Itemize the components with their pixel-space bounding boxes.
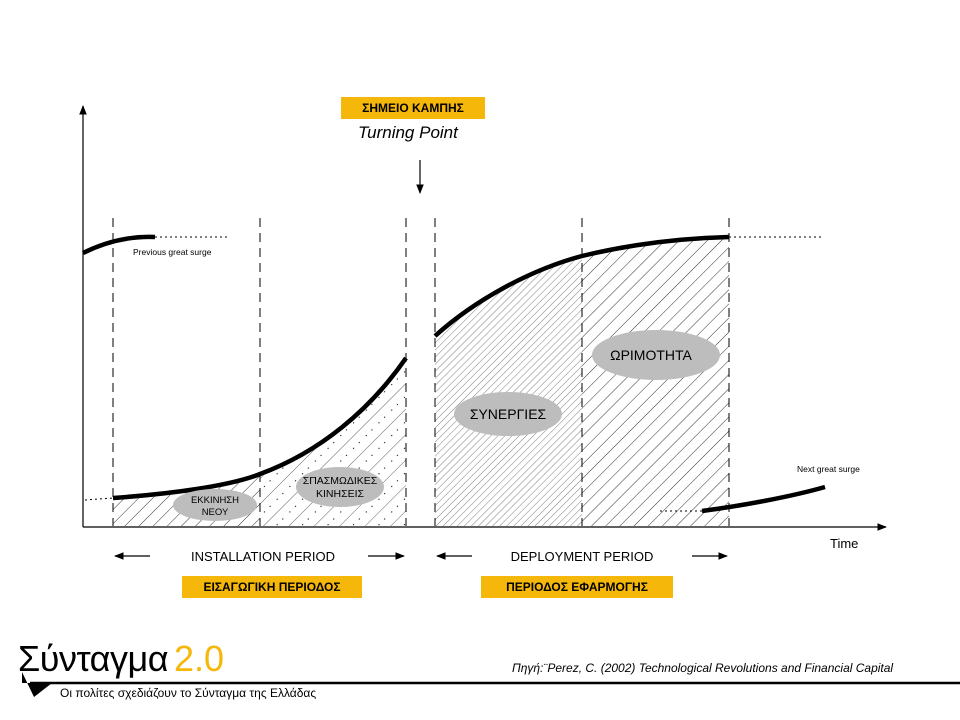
brand-bubble-tail	[22, 672, 52, 697]
irruption-ellipse	[173, 489, 257, 521]
next-surge-curve	[701, 484, 826, 514]
synergy-label: ΣΥΝΕΡΓΙΕΣ	[470, 406, 547, 422]
maturity-ellipse	[592, 330, 720, 380]
frenzy-label-1: ΣΠΑΣΜΩΔΙΚΕΣ	[303, 475, 378, 487]
synergy-ellipse	[454, 392, 562, 436]
synergy-area	[435, 256, 582, 526]
deployment-period-greek-label: ΠΕΡΙΟΔΟΣ ΕΦΑΡΜΟΓΗΣ	[481, 576, 673, 598]
brand-version: 2.0	[174, 638, 225, 679]
dotted-extensions	[84, 236, 822, 512]
phase-dividers	[112, 218, 730, 526]
maturity-label: ΩΡΙΜΟΤΗΤΑ	[610, 347, 692, 363]
deployment-period-label: DEPLOYMENT PERIOD	[511, 549, 654, 564]
irruption-label-1: ΕΚΚΙΝΗΣΗ	[191, 495, 239, 506]
turning-point-english-label: Turning Point	[358, 123, 458, 142]
previous-surge-curve	[81, 234, 156, 256]
source-citation: Πηγή:¨Perez, C. (2002) Technological Rev…	[512, 661, 894, 675]
frenzy-ellipse	[296, 467, 384, 507]
irruption-label-2: ΝΕΟΥ	[202, 507, 229, 518]
installation-period-greek-label: ΕΙΣΑΓΩΓΙΚΗ ΠΕΡΙΟΔΟΣ	[182, 576, 362, 598]
installation-period-label: INSTALLATION PERIOD	[191, 549, 335, 564]
maturity-area	[582, 237, 729, 526]
deployment-curve	[433, 234, 730, 338]
next-surge-label: Next great surge	[797, 464, 860, 474]
turning-point-greek-label: ΣΗΜΕΙΟ ΚΑΜΠΗΣ	[341, 97, 485, 119]
frenzy-label-2: ΚΙΝΗΣΕΙΣ	[316, 488, 364, 500]
brand-tagline: Οι πολίτες σχεδιάζουν το Σύνταγμα της Ελ…	[60, 686, 317, 700]
installation-curve	[112, 356, 408, 501]
previous-surge-label: Previous great surge	[133, 247, 212, 257]
brand-name: Σύνταγμα	[18, 638, 169, 679]
x-axis-label: Time	[830, 536, 858, 551]
brand-logo: Σύνταγμα 2.0	[18, 638, 224, 680]
